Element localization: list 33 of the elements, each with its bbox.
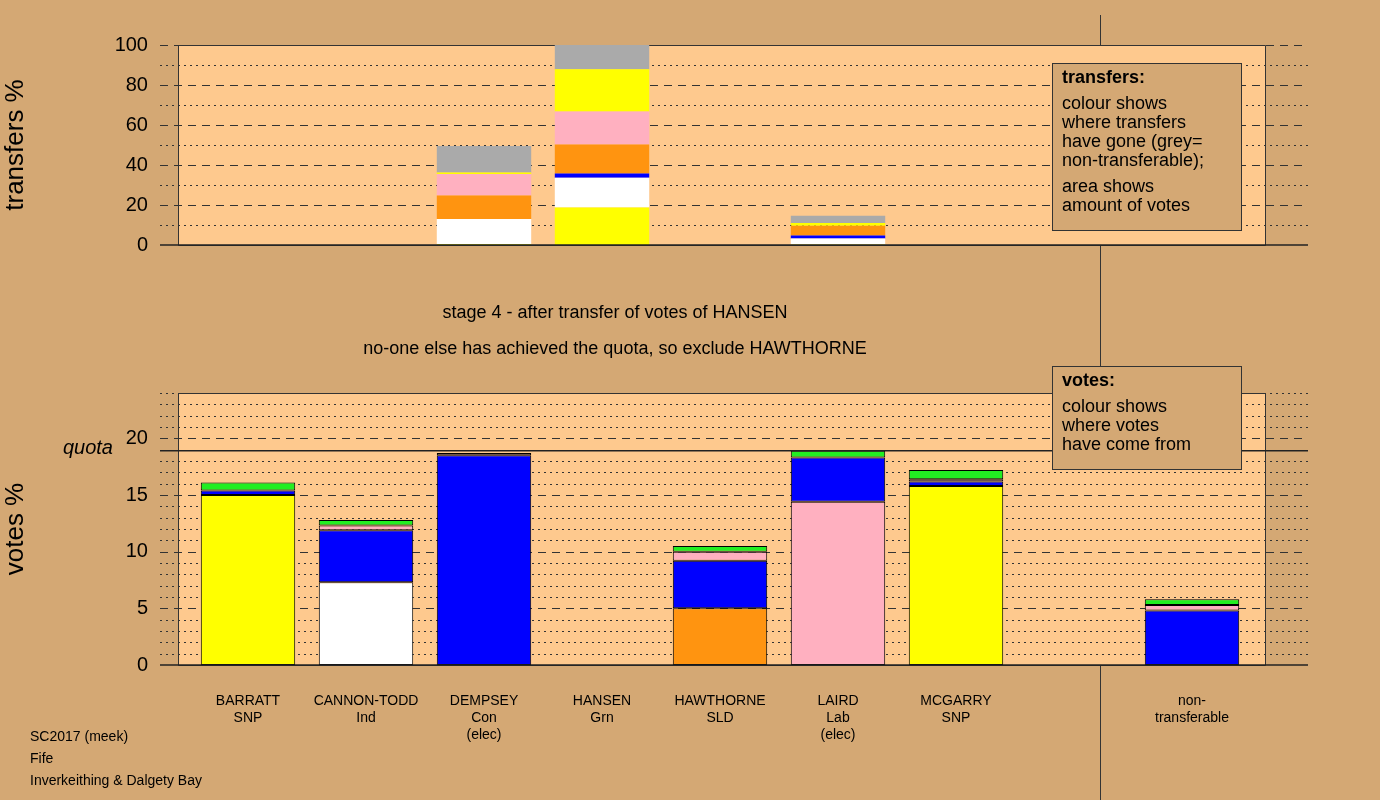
y-tick-label: 10 (125, 539, 148, 562)
y-tick-label: 20 (125, 425, 148, 448)
text: SC2017 (meek) (30, 728, 129, 744)
text: Fife (30, 750, 54, 766)
note-box: transfers: colour shows where transfers have gone (grey= non-transferable); area shows amount of votes (1052, 63, 1242, 231)
x-tick-label: DEMPSEY Con (elec) (449, 692, 519, 742)
y-axis-title: transfers % (0, 79, 29, 211)
x-tick-label: BARRATT SNP (215, 692, 281, 726)
x-tick-label: CANNON-TODD Ind (313, 692, 419, 726)
annotation: colour shows where votes have come from (1062, 396, 1193, 454)
chart-subtitle: no-one else has achieved the quota, so exclude HAWTHORNE (362, 338, 868, 359)
annotation: area shows amount of votes (1062, 176, 1192, 215)
x-tick-label: MCGARRY SNP (920, 692, 993, 726)
ref-line-label: quota (62, 436, 113, 459)
y-tick-label: 60 (125, 112, 148, 135)
y-axis-title: votes % (0, 482, 29, 576)
y-tick-label: 100 (114, 32, 148, 55)
y-tick-label: 5 (136, 595, 148, 618)
x-tick-label: LAIRD Lab (elec) (817, 692, 859, 742)
y-tick-label: 0 (136, 652, 148, 675)
y-tick-label: 15 (125, 482, 148, 505)
annotation: transfers: (1062, 67, 1147, 87)
chart-title: stage 4 - after transfer of votes of HANSEN (441, 302, 789, 323)
text: Inverkeithing & Dalgety Bay (30, 772, 202, 788)
y-tick-label: 0 (136, 232, 148, 255)
y-tick-label: 40 (125, 152, 148, 175)
x-tick-label: HANSEN Grn (572, 692, 632, 726)
x-tick-label: HAWTHORNE SLD (674, 692, 766, 726)
note-box: votes: colour shows where votes have come from (1052, 366, 1242, 470)
x-tick-label: non- transferable (1155, 692, 1230, 726)
y-tick-label: 80 (125, 72, 148, 95)
annotation: colour shows where transfers have gone (grey= non-transferable); (1062, 93, 1206, 170)
y-tick-label: 20 (125, 192, 148, 215)
